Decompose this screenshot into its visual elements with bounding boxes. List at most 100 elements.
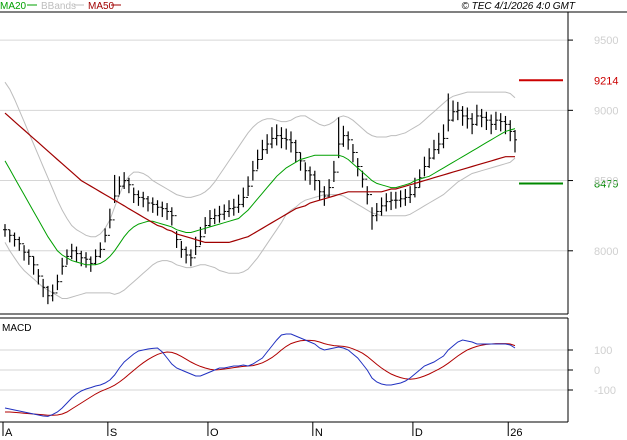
month-label: S <box>110 427 117 439</box>
price-bar <box>126 177 131 194</box>
price-bar <box>403 188 408 206</box>
macd-tick-label: -100 <box>594 385 616 397</box>
price-bar <box>389 191 394 211</box>
price-bar <box>217 205 222 223</box>
macd-signal-line <box>5 339 516 416</box>
price-bar <box>441 124 446 149</box>
legend-bbands-label: BBands <box>41 1 76 12</box>
price-levels: 9214 8479 <box>519 75 618 191</box>
bollinger-upper-line <box>4 81 516 238</box>
price-bar <box>279 127 284 149</box>
price-tick-label: 8000 <box>594 246 618 258</box>
macd-gridlines <box>0 349 568 391</box>
price-bar <box>64 249 69 267</box>
price-bar <box>336 117 341 173</box>
price-bar <box>451 100 456 122</box>
price-bar <box>169 207 174 226</box>
price-bar <box>103 228 108 250</box>
price-bar <box>117 176 122 197</box>
price-bar <box>7 229 12 243</box>
price-bar <box>150 197 155 213</box>
price-bar <box>260 139 265 160</box>
price-bar <box>265 134 270 154</box>
price-bar <box>322 186 327 206</box>
price-bar <box>31 255 36 275</box>
price-bar <box>379 197 384 216</box>
price-bar <box>3 224 7 237</box>
price-bar <box>107 208 112 236</box>
month-label: 26 <box>510 427 522 439</box>
price-bar <box>355 151 360 177</box>
price-bar <box>88 256 93 272</box>
price-bar <box>269 127 274 149</box>
price-bar <box>427 148 432 168</box>
price-bar <box>60 257 65 283</box>
price-bar <box>508 120 513 142</box>
price-bar <box>93 249 98 265</box>
macd-tick-label: 100 <box>594 345 612 357</box>
price-bar <box>460 106 465 126</box>
price-bar <box>250 160 255 187</box>
price-bar <box>203 217 208 238</box>
price-bar <box>231 198 236 216</box>
price-bar <box>145 196 150 212</box>
legend: MA20 BBands MA50 <box>0 1 121 12</box>
price-bar <box>455 101 460 121</box>
price-bar <box>479 108 484 128</box>
macd-panel-title: MACD <box>2 323 31 334</box>
price-bar <box>327 179 332 198</box>
price-bar <box>493 111 498 130</box>
price-bar <box>98 242 103 258</box>
price-tick-label: 9500 <box>594 35 618 47</box>
price-bar <box>179 239 184 258</box>
price-axis-ticks: 8000 8500 9000 9500 <box>568 35 618 258</box>
price-bar <box>303 160 308 181</box>
price-bar <box>374 203 379 222</box>
price-bar <box>122 172 127 189</box>
price-bar <box>408 186 413 204</box>
price-bar <box>17 236 22 251</box>
macd-tick-label: 0 <box>594 365 600 377</box>
price-bar <box>222 204 227 220</box>
price-bar <box>155 200 160 216</box>
price-bar <box>365 178 370 205</box>
price-bar <box>212 208 217 225</box>
price-bar <box>112 174 117 221</box>
price-bar <box>136 190 141 206</box>
price-bar <box>74 246 79 263</box>
price-bar <box>422 156 427 179</box>
price-bar <box>236 194 241 213</box>
price-bar <box>431 139 436 160</box>
price-bar <box>331 160 336 189</box>
price-bar <box>188 249 193 267</box>
price-bar <box>398 190 403 208</box>
price-bar <box>436 132 441 154</box>
price-bar <box>50 284 55 302</box>
price-bar <box>241 187 246 208</box>
price-bar <box>26 249 31 265</box>
price-bar <box>346 131 351 150</box>
price-bar <box>484 111 489 130</box>
price-bar <box>160 201 165 218</box>
price-bar <box>184 246 189 264</box>
price-bar <box>489 114 494 135</box>
price-bar <box>465 107 470 129</box>
month-label: D <box>415 427 423 439</box>
price-bar <box>207 210 212 227</box>
price-bar <box>41 275 46 298</box>
price-bar <box>55 274 60 294</box>
price-bar <box>341 125 346 147</box>
macd-line <box>4 333 516 417</box>
price-bar <box>350 139 355 163</box>
price-bar <box>174 215 179 248</box>
price-bar <box>284 128 289 150</box>
ma20-line <box>4 128 516 266</box>
price-bar <box>69 243 74 260</box>
price-bar <box>384 193 389 212</box>
level-label: 8479 <box>594 179 618 191</box>
price-bar <box>293 139 298 163</box>
price-bar <box>417 169 422 189</box>
price-bar <box>36 264 41 285</box>
month-label: A <box>5 427 13 439</box>
